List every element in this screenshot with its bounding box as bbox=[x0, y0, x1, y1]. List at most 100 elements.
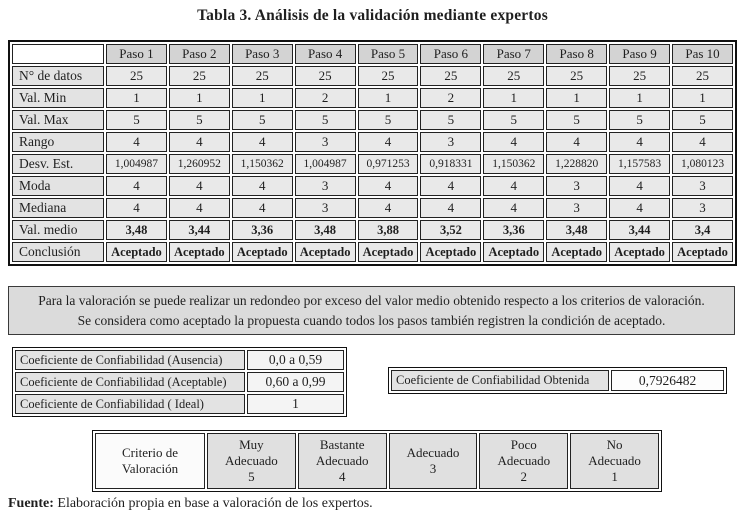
criteria-option-line: 3 bbox=[429, 461, 437, 476]
data-cell: 25 bbox=[294, 66, 356, 86]
table-row: Conclusión Aceptado Aceptado Aceptado Acepta… bbox=[12, 242, 733, 262]
data-cell: 5 bbox=[672, 110, 733, 130]
data-cell: 1 bbox=[546, 88, 608, 108]
criteria-option-cell: Bastante Adecuado 4 bbox=[297, 433, 387, 489]
reliability-label: Coeficiente de Confiabilidad ( Ideal) bbox=[15, 394, 245, 414]
note-line-2: Se considera como aceptado la propuesta … bbox=[77, 312, 666, 328]
table-row: Coeficiente de Confiabilidad (Ausencia) 0… bbox=[15, 350, 344, 370]
data-cell: 1 bbox=[357, 88, 419, 108]
criteria-option-line: Bastante bbox=[319, 436, 365, 452]
data-cell: 4 bbox=[231, 198, 293, 218]
data-cell: 5 bbox=[546, 110, 608, 130]
data-cell: 4 bbox=[357, 198, 419, 218]
criteria-option-cell: Muy Adecuado 5 bbox=[207, 433, 296, 489]
rating-criteria-table: Criterio de Valoración Muy Adecuado 5 Bastant… bbox=[92, 430, 662, 492]
data-cell: 4 bbox=[168, 132, 230, 152]
data-cell: 3,44 bbox=[609, 220, 671, 240]
data-cell: 3,44 bbox=[168, 220, 230, 240]
data-cell: 4 bbox=[168, 176, 230, 196]
data-cell: 5 bbox=[420, 110, 482, 130]
row-label: Val. medio bbox=[12, 220, 104, 240]
data-cell: 3 bbox=[294, 198, 356, 218]
obtained-coefficient-value: 0,7926482 bbox=[611, 370, 724, 391]
data-cell: 0,918331 bbox=[420, 154, 482, 174]
data-cell: 25 bbox=[357, 66, 419, 86]
header-row: Paso 1 Paso 2 Paso 3 Paso 4 Paso 5 Paso 6 Paso… bbox=[12, 44, 733, 64]
obtained-coefficient-table: Coeficiente de Confiabilidad Obtenida 0,… bbox=[388, 367, 727, 394]
data-cell: 1,228820 bbox=[546, 154, 608, 174]
column-header: Paso 2 bbox=[168, 44, 230, 64]
obtained-coefficient-label: Coeficiente de Confiabilidad Obtenida bbox=[391, 370, 609, 391]
column-header: Paso 3 bbox=[231, 44, 293, 64]
column-header: Paso 1 bbox=[106, 44, 167, 64]
data-cell: 1 bbox=[672, 88, 733, 108]
criteria-option-cell: Poco Adecuado 2 bbox=[479, 433, 569, 489]
row-label: N° de datos bbox=[12, 66, 104, 86]
column-header: Paso 7 bbox=[483, 44, 545, 64]
data-cell: 5 bbox=[609, 110, 671, 130]
data-cell: Aceptado bbox=[546, 242, 608, 262]
source-note: Fuente: Elaboración propia en base a val… bbox=[8, 496, 373, 512]
data-cell: 4 bbox=[483, 176, 545, 196]
data-cell: 3,48 bbox=[294, 220, 356, 240]
criteria-option-line: Adecuado bbox=[225, 452, 278, 468]
data-cell: 5 bbox=[483, 110, 545, 130]
column-header: Paso 8 bbox=[546, 44, 608, 64]
data-cell: 3 bbox=[546, 198, 608, 218]
data-cell: 3 bbox=[294, 132, 356, 152]
criteria-option-line: 1 bbox=[611, 469, 618, 485]
table-row: Val. Min 1 1 1 2 1 2 1 1 1 1 bbox=[12, 88, 733, 108]
criteria-header-cell: Criterio de Valoración bbox=[95, 433, 205, 489]
data-cell: Aceptado bbox=[357, 242, 419, 262]
data-cell: 1,004987 bbox=[106, 154, 167, 174]
criteria-option-line: 2 bbox=[520, 469, 528, 485]
table-row: Val. medio 3,48 3,44 3,36 3,48 3,88 3,52 3,36 3,… bbox=[12, 220, 733, 240]
column-header: Paso 6 bbox=[420, 44, 482, 64]
data-cell: 3,4 bbox=[672, 220, 733, 240]
data-cell: 0,971253 bbox=[357, 154, 419, 174]
table-row: Rango 4 4 4 3 4 3 4 4 4 4 bbox=[12, 132, 733, 152]
data-cell: 4 bbox=[483, 198, 545, 218]
table-row: Moda 4 4 4 3 4 4 4 3 4 3 bbox=[12, 176, 733, 196]
data-cell: 5 bbox=[231, 110, 293, 130]
data-cell: 4 bbox=[546, 132, 608, 152]
criteria-header-line: Valoración bbox=[121, 461, 179, 476]
data-cell: 4 bbox=[231, 132, 293, 152]
criteria-option-line: Adecuado bbox=[497, 452, 551, 468]
data-cell: 2 bbox=[294, 88, 356, 108]
corner-cell bbox=[12, 44, 104, 64]
data-cell: 4 bbox=[420, 176, 482, 196]
reliability-value: 0,60 a 0,99 bbox=[247, 372, 344, 392]
data-cell: 1 bbox=[483, 88, 545, 108]
data-cell: Aceptado bbox=[672, 242, 733, 262]
data-cell: 4 bbox=[357, 176, 419, 196]
data-cell: Aceptado bbox=[420, 242, 482, 262]
data-cell: 4 bbox=[483, 132, 545, 152]
criteria-header-line: Criterio de bbox=[122, 444, 178, 460]
column-header: Pas 10 bbox=[672, 44, 733, 64]
column-header: Paso 5 bbox=[357, 44, 419, 64]
table-row: Coeficiente de Confiabilidad ( Ideal) 1 bbox=[15, 394, 344, 414]
column-header: Paso 9 bbox=[609, 44, 671, 64]
data-cell: 3,48 bbox=[546, 220, 608, 240]
data-cell: 25 bbox=[546, 66, 608, 86]
source-text: Elaboración propia en base a valoración … bbox=[53, 496, 373, 511]
data-cell: 25 bbox=[672, 66, 733, 86]
data-cell: 4 bbox=[420, 198, 482, 218]
data-cell: 25 bbox=[168, 66, 230, 86]
data-cell: 1,157583 bbox=[609, 154, 671, 174]
expert-validation-table: Paso 1 Paso 2 Paso 3 Paso 4 Paso 5 Paso 6 Paso… bbox=[8, 40, 737, 266]
row-label: Moda bbox=[12, 176, 104, 196]
data-cell: 3 bbox=[672, 176, 733, 196]
data-cell: 4 bbox=[231, 176, 293, 196]
reliability-value: 0,0 a 0,59 bbox=[247, 350, 344, 370]
data-cell: 3,36 bbox=[483, 220, 545, 240]
data-cell: 1,150362 bbox=[231, 154, 293, 174]
page-title: Tabla 3. Análisis de la validación media… bbox=[197, 7, 548, 24]
data-cell: 1,260952 bbox=[168, 154, 230, 174]
data-cell: Aceptado bbox=[231, 242, 293, 262]
reliability-range-table: Coeficiente de Confiabilidad (Ausencia) 0… bbox=[12, 347, 347, 417]
data-cell: 4 bbox=[106, 132, 167, 152]
table-row: N° de datos 25 25 25 25 25 25 25 25 25 25 bbox=[12, 66, 733, 86]
